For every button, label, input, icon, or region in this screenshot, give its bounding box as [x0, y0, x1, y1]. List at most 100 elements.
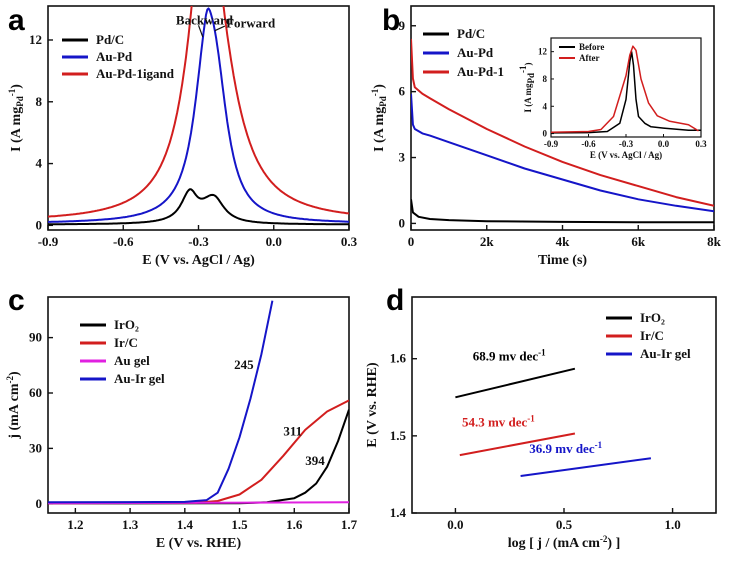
x-tick-label: 4k [556, 234, 571, 249]
inset-frame [550, 37, 702, 138]
series-line-2 [411, 38, 714, 207]
x-tick-label: -0.6 [113, 234, 134, 249]
inset-y-tick-label: 12 [538, 47, 548, 57]
y-tick-label: 12 [29, 32, 42, 47]
series-line-1 [459, 432, 576, 457]
y-tick-label: 90 [29, 330, 42, 345]
y-tick-label: 6 [399, 84, 406, 99]
x-tick-label: -0.9 [38, 234, 59, 249]
legend-entry: IrO₂ [640, 310, 665, 325]
x-tick-label: 1.2 [67, 517, 83, 532]
annotation: 245 [234, 357, 254, 372]
panel-d-chart: 0.0 0.5 1.0 1.4 1.5 1.6 log [ j / (mA cm-2) ] E… [365, 296, 717, 551]
y-tick-label: 1.5 [390, 428, 407, 443]
legend-entry: IrO₂ [114, 317, 139, 332]
annotation: Forward [226, 16, 276, 31]
x-tick-label: 1.3 [122, 517, 139, 532]
series-line-1 [48, 399, 349, 505]
x-axis-label: log [ j / (mA cm-2) ] [508, 534, 620, 551]
x-tick-label: 1.5 [231, 517, 248, 532]
panel-a-chart: -0.9 -0.6 -0.3 0.0 0.3 0 4 8 12 E (V vs. AgCl / A… [7, 5, 358, 268]
panel-label-d: d [386, 284, 404, 317]
inset-y-tick-label: 0 [543, 129, 548, 139]
panel-label-b: b [382, 4, 400, 37]
x-tick-label: 8k [707, 234, 722, 249]
y-tick-label: 30 [29, 440, 42, 455]
y-tick-label: 0 [36, 496, 43, 511]
annotation: 36.9 mv dec-1 [529, 440, 602, 456]
series-line-2 [520, 457, 652, 477]
inset-y-tick-label: 4 [543, 101, 548, 111]
x-tick-label: 0.5 [556, 517, 573, 532]
y-tick-label: 60 [29, 385, 42, 400]
annotation: 54.3 mv dec-1 [462, 414, 535, 430]
legend-entry: Au gel [114, 353, 150, 368]
y-tick-label: 3 [399, 150, 406, 165]
panel-label-a: a [8, 4, 25, 37]
series-line-3 [48, 300, 274, 504]
inset-series-line-1 [550, 45, 699, 133]
inset-legend-entry: Before [579, 42, 604, 52]
series-line-1 [411, 93, 714, 213]
panel-label-c: c [8, 284, 25, 317]
inset-x-tick-label: -0.9 [544, 139, 559, 149]
legend-entry: Au-Pd [457, 45, 494, 60]
x-axis-label: E (V vs. RHE) [156, 536, 242, 551]
x-tick-label: -0.3 [188, 234, 209, 249]
forward-arrow [214, 25, 226, 32]
x-tick-label: 0.0 [266, 234, 282, 249]
legend-entry: Ir/C [114, 335, 138, 350]
panel-c-chart: 1.2 1.3 1.4 1.5 1.6 1.7 0 30 60 90 E (V vs. RHE) j … [5, 296, 358, 551]
series-line-0 [48, 409, 349, 505]
annotation: 394 [305, 453, 325, 468]
annotation: 311 [283, 423, 302, 438]
x-axis-label: E (V vs. AgCl / Ag) [142, 253, 255, 268]
inset-x-tick-label: -0.6 [581, 139, 596, 149]
inset-x-tick-label: 0.0 [658, 139, 670, 149]
inset-x-tick-label: 0.3 [695, 139, 707, 149]
y-axis-label: I (A mgPd-1) [370, 84, 388, 152]
x-tick-label: 0 [408, 234, 415, 249]
inset-y-axis-label: I (A mgPd-1) [518, 62, 536, 112]
legend-entry: Pd/C [96, 32, 124, 47]
x-axis-label: Time (s) [538, 253, 587, 268]
series-line-0 [455, 367, 576, 399]
x-tick-label: 1.0 [664, 517, 680, 532]
legend-entry: Au-Pd-1 [457, 64, 504, 79]
legend-entry: Au-Ir gel [640, 346, 691, 361]
x-tick-label: 1.7 [341, 517, 358, 532]
legend-entry: Au-Pd [96, 49, 133, 64]
plot-frame [47, 296, 350, 514]
inset-x-tick-label: -0.3 [619, 139, 634, 149]
inset-legend-entry: After [579, 53, 599, 63]
y-axis-label: j (mA cm-2) [5, 371, 22, 440]
y-tick-label: 1.6 [390, 351, 407, 366]
x-tick-label: 1.4 [177, 517, 194, 532]
x-tick-label: 6k [631, 234, 646, 249]
y-tick-label: 0 [399, 215, 406, 230]
legend-entry: Ir/C [640, 328, 664, 343]
y-tick-label: 0 [36, 217, 43, 232]
annotation: 68.9 mv dec-1 [473, 347, 546, 363]
x-tick-label: 1.6 [286, 517, 303, 532]
x-tick-label: 2k [480, 234, 495, 249]
legend-entry: Au-Ir gel [114, 371, 165, 386]
series-line-0 [48, 188, 349, 226]
plot-frame [411, 296, 717, 514]
legend-entry: Pd/C [457, 26, 485, 41]
backward-arrow [197, 25, 204, 38]
y-tick-label: 4 [36, 156, 43, 171]
annotation: Backward [176, 13, 234, 28]
x-tick-label: 0.0 [447, 517, 463, 532]
legend-entry: Au-Pd-1igand [96, 66, 175, 81]
inset-x-axis-label: E (V vs. AgCl / Ag) [590, 150, 662, 160]
inset-y-tick-label: 8 [543, 74, 548, 84]
y-axis-label: I (A mgPd-1) [7, 84, 25, 152]
series-line-2 [48, 6, 349, 218]
panel-b-chart: 0 2k 4k 6k 8k 0 3 6 9 Time (s) I (A mgPd-1) Pd/C Au-… [370, 5, 722, 268]
y-axis-label: E (V vs. RHE) [365, 362, 380, 448]
series-line-1 [48, 7, 349, 223]
series-line-0 [411, 199, 714, 224]
y-tick-label: 1.4 [390, 505, 407, 520]
